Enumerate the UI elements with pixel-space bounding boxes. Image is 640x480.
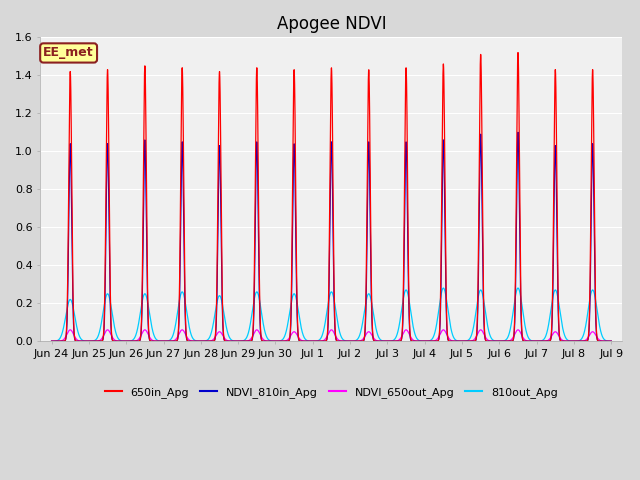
Legend: 650in_Apg, NDVI_810in_Apg, NDVI_650out_Apg, 810out_Apg: 650in_Apg, NDVI_810in_Apg, NDVI_650out_A… bbox=[100, 383, 562, 403]
Text: EE_met: EE_met bbox=[44, 47, 94, 60]
Title: Apogee NDVI: Apogee NDVI bbox=[276, 15, 387, 33]
